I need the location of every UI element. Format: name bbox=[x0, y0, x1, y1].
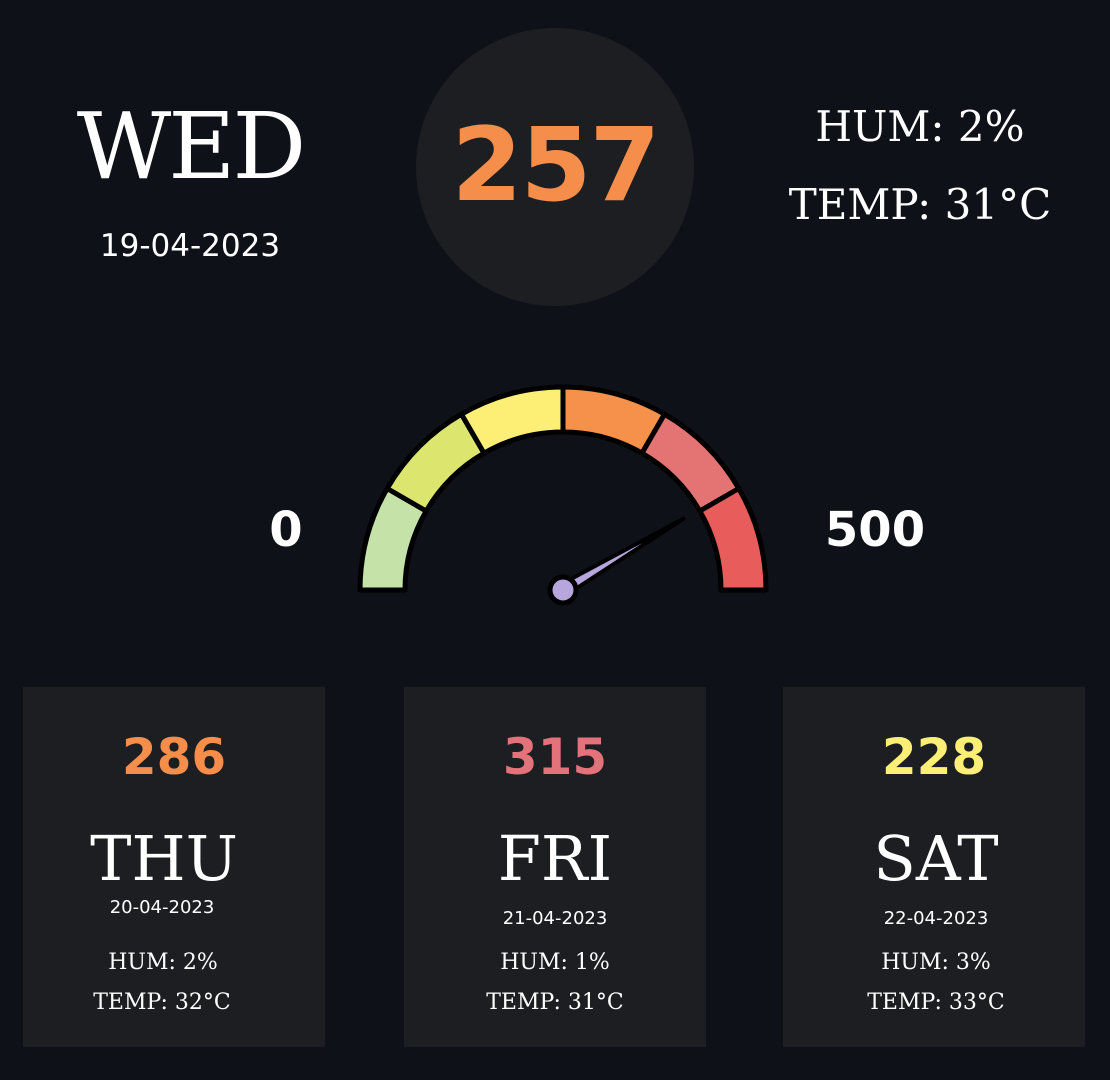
today-aqi-circle: 257 bbox=[416, 28, 694, 306]
forecast-temperature: TEMP: 32°C bbox=[93, 990, 231, 1015]
forecast-card-thu: 286 THU 20-04-2023 HUM: 2% TEMP: 32°C bbox=[23, 687, 325, 1047]
gauge-segment bbox=[459, 384, 566, 456]
today-aqi-value: 257 bbox=[451, 106, 661, 225]
forecast-aqi: 286 bbox=[121, 728, 227, 786]
forecast-temperature: TEMP: 31°C bbox=[486, 990, 624, 1015]
forecast-humidity: HUM: 3% bbox=[881, 950, 991, 975]
gauge-max-label: 500 bbox=[824, 502, 926, 558]
gauge-segment bbox=[697, 486, 769, 593]
today-day: WED bbox=[76, 93, 306, 200]
forecast-day: THU bbox=[90, 822, 238, 895]
forecast-day: SAT bbox=[873, 822, 999, 895]
today-humidity: HUM: 2% bbox=[815, 102, 1025, 151]
forecast-date: 21-04-2023 bbox=[502, 908, 608, 929]
today-temperature: TEMP: 31°C bbox=[788, 180, 1052, 229]
today-stats: HUM: 2% TEMP: 31°C bbox=[760, 88, 1080, 244]
forecast-date: 22-04-2023 bbox=[883, 908, 989, 929]
forecast-temperature: TEMP: 33°C bbox=[867, 990, 1005, 1015]
forecast-humidity: HUM: 2% bbox=[108, 950, 218, 975]
gauge-needle bbox=[557, 516, 686, 598]
forecast-day: FRI bbox=[497, 822, 613, 895]
today-date: 19-04-2023 bbox=[99, 228, 281, 264]
forecast-date: 20-04-2023 bbox=[109, 897, 215, 918]
forecast-humidity: HUM: 1% bbox=[500, 950, 610, 975]
forecast-card-sat: 228 SAT 22-04-2023 HUM: 3% TEMP: 33°C bbox=[783, 687, 1085, 1047]
forecast-card-fri: 315 FRI 21-04-2023 HUM: 1% TEMP: 31°C bbox=[404, 687, 706, 1047]
forecast-aqi: 228 bbox=[881, 728, 987, 786]
gauge-min-label: 0 bbox=[269, 502, 303, 558]
gauge-needle-hub bbox=[547, 574, 579, 606]
forecast-aqi: 315 bbox=[502, 728, 608, 786]
